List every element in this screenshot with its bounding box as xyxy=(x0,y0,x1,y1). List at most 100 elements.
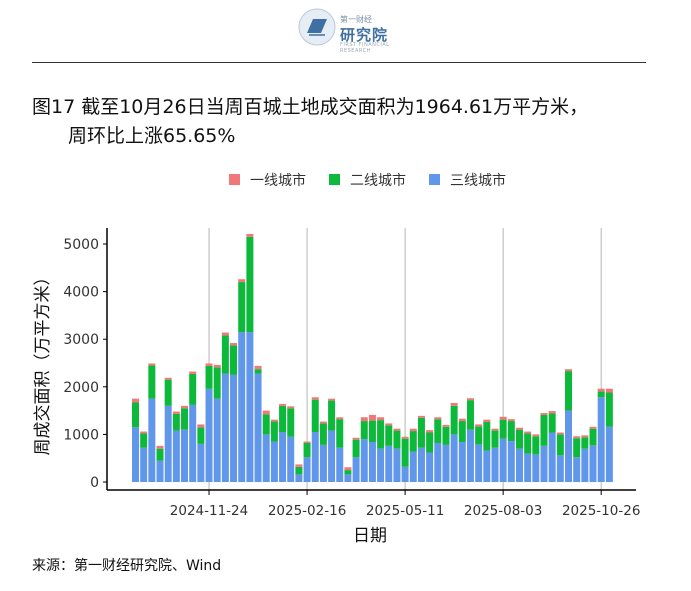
bar-segment-tier3 xyxy=(205,388,213,482)
bar-segment-tier2 xyxy=(483,422,491,451)
bar-segment-tier1 xyxy=(311,397,319,400)
bar-segment-tier3 xyxy=(352,457,360,482)
bar-segment-tier1 xyxy=(181,405,189,409)
bar-segment-tier2 xyxy=(515,429,523,449)
bar-segment-tier1 xyxy=(148,363,156,366)
bar-segment-tier3 xyxy=(466,429,474,482)
bar-segment-tier3 xyxy=(499,438,507,482)
bar-segment-tier2 xyxy=(524,433,532,454)
bar-segment-tier3 xyxy=(336,447,344,482)
bar-segment-tier1 xyxy=(352,437,360,440)
bar-segment-tier1 xyxy=(156,445,164,449)
bar-segment-tier3 xyxy=(605,426,613,482)
bar-segment-tier2 xyxy=(148,365,156,399)
bar-segment-tier2 xyxy=(172,413,180,431)
bar-segment-tier3 xyxy=(589,445,597,482)
figure-title-line2: 周环比上涨65.65% xyxy=(68,125,236,147)
bar-segment-tier3 xyxy=(426,452,434,482)
bar-segment-tier2 xyxy=(197,427,205,444)
bar-segment-tier3 xyxy=(213,398,221,482)
bar-segment-tier1 xyxy=(385,423,393,426)
bar-segment-tier2 xyxy=(132,402,139,428)
bar-segment-tier1 xyxy=(230,343,238,346)
bar-segment-tier2 xyxy=(573,438,581,458)
bar-segment-tier1 xyxy=(597,388,605,392)
bar-segment-tier2 xyxy=(442,426,450,445)
figure-title-line1: 图17 截至10月26日当周百城土地成交面积为1964.61万平方米， xyxy=(32,96,589,118)
x-tick-label: 2025-02-16 xyxy=(268,503,346,519)
bar-segment-tier3 xyxy=(344,474,352,482)
bar-segment-tier1 xyxy=(393,428,401,431)
bar-segment-tier2 xyxy=(532,436,540,455)
bar-segment-tier2 xyxy=(156,448,164,461)
logo-small-text: 第一财经 xyxy=(340,15,372,24)
bar-segment-tier2 xyxy=(605,392,613,427)
bar-segment-tier3 xyxy=(189,404,197,482)
bar-segment-tier2 xyxy=(393,430,401,449)
bar-segment-tier3 xyxy=(262,434,270,482)
x-tick-label: 2025-08-03 xyxy=(464,503,542,519)
bar-segment-tier1 xyxy=(434,417,442,420)
bar-segment-tier1 xyxy=(132,398,139,403)
bar-segment-tier3 xyxy=(556,455,564,482)
bar-segment-tier1 xyxy=(532,434,540,437)
bar-segment-tier3 xyxy=(393,448,401,482)
bar-segment-tier2 xyxy=(360,421,368,440)
legend-swatch-tier3 xyxy=(429,174,440,185)
bar-segment-tier2 xyxy=(417,417,425,448)
bar-segment-tier1 xyxy=(213,364,221,368)
report-header: 第一财经 研究院 FIRST FINANCIAL RESEARCH xyxy=(0,0,691,60)
bar-segment-tier3 xyxy=(491,447,499,482)
x-tick-label: 2024-11-24 xyxy=(170,503,248,519)
bar-segment-tier1 xyxy=(360,417,368,422)
bar-segment-tier1 xyxy=(368,414,376,421)
bar-segment-tier3 xyxy=(368,442,376,482)
bar-segment-tier3 xyxy=(172,430,180,482)
bar-segment-tier3 xyxy=(524,453,532,482)
bar-segment-tier1 xyxy=(189,371,197,374)
bar-segment-tier3 xyxy=(548,432,556,482)
legend-swatch-tier2 xyxy=(329,174,340,185)
bar-segment-tier3 xyxy=(401,466,409,482)
bar-segment-tier3 xyxy=(450,434,458,482)
bar-segment-tier2 xyxy=(344,470,352,475)
bar-segment-tier2 xyxy=(548,413,556,433)
bar-segment-tier1 xyxy=(319,421,327,424)
bar-segment-tier3 xyxy=(377,448,385,482)
bar-segment-tier3 xyxy=(565,410,573,482)
bar-segment-tier3 xyxy=(532,454,540,482)
bar-segment-tier3 xyxy=(254,373,262,482)
bar-segment-tier2 xyxy=(319,423,327,445)
bar-segment-tier3 xyxy=(279,432,287,482)
bar-segment-tier1 xyxy=(450,402,458,406)
bar-segment-tier2 xyxy=(540,414,548,446)
logo-icon xyxy=(298,8,336,46)
bar-segment-tier2 xyxy=(221,335,229,374)
legend-label: 二线城市 xyxy=(350,172,406,189)
y-tick-label: 1000 xyxy=(63,427,99,443)
y-tick-label: 2000 xyxy=(63,380,99,396)
y-axis-title: 周成交面积（万平方米） xyxy=(33,269,53,456)
bar-segment-tier1 xyxy=(499,416,507,420)
header-divider xyxy=(32,62,646,63)
y-tick-label: 5000 xyxy=(63,237,99,253)
bar-segment-tier3 xyxy=(238,332,246,482)
bar-segment-tier1 xyxy=(417,415,425,418)
bar-segment-tier1 xyxy=(589,426,597,429)
bar-segment-tier2 xyxy=(597,391,605,398)
bar-segment-tier2 xyxy=(377,420,385,449)
bar-segment-tier1 xyxy=(140,431,148,434)
bar-segment-tier2 xyxy=(279,405,287,433)
bar-segment-tier3 xyxy=(221,373,229,482)
bar-segment-tier1 xyxy=(287,406,295,409)
legend-label: 一线城市 xyxy=(250,172,306,189)
bar-segment-tier2 xyxy=(368,420,376,443)
bar-segment-tier3 xyxy=(475,444,483,482)
logo-tiny-text: FIRST FINANCIAL RESEARCH xyxy=(340,42,390,54)
bar-segment-tier2 xyxy=(238,282,246,333)
bar-segment-tier1 xyxy=(475,424,483,427)
x-axis-title: 日期 xyxy=(353,526,387,546)
bar-segment-tier2 xyxy=(254,369,262,374)
bar-segment-tier1 xyxy=(581,435,589,438)
bar-segment-tier2 xyxy=(499,419,507,439)
